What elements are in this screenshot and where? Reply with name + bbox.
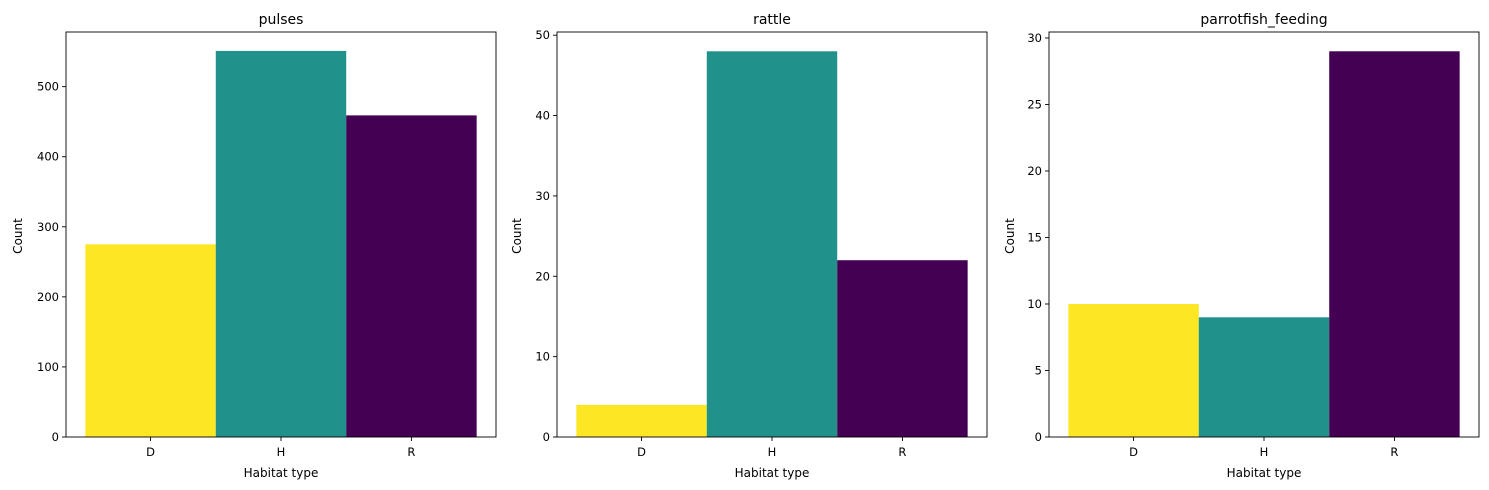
panel-pulses: pulses Count Habitat type D H R 0 100 200 300 4… [11, 12, 497, 480]
bar-D [576, 404, 707, 437]
x-tick-label: H [277, 445, 286, 459]
x-tick-label: D [1129, 445, 1138, 459]
y-tick-label: 200 [37, 290, 59, 304]
bar-H [706, 51, 838, 438]
y-axis-label: Count [510, 218, 524, 254]
y-tick-label: 10 [535, 350, 550, 364]
x-axis-label: Habitat type [1227, 466, 1302, 480]
x-axis-label: Habitat type [244, 466, 319, 480]
panel-rattle: rattle Count Habitat type D H R 0 10 20 30 40 50 [510, 12, 988, 480]
y-tick-label: 30 [1027, 31, 1042, 45]
plot-frame [65, 31, 497, 438]
y-tick-label: 500 [37, 80, 59, 94]
bar-D [85, 244, 216, 437]
y-tick-label: 0 [52, 430, 59, 444]
y-tick-label: 300 [37, 220, 59, 234]
bar-R [346, 115, 477, 437]
y-tick-label: 40 [535, 109, 550, 123]
y-tick-label: 25 [1027, 97, 1042, 111]
x-tick-label: H [768, 445, 777, 459]
y-tick-label: 0 [543, 430, 550, 444]
y-tick-label: 10 [1027, 297, 1042, 311]
bar-R [1329, 51, 1460, 438]
chart-title: pulses [259, 12, 304, 28]
x-tick-label: R [898, 445, 906, 459]
x-tick-label: R [407, 445, 415, 459]
y-axis-label: Count [1003, 218, 1017, 254]
y-tick-label: 20 [1027, 164, 1042, 178]
chart-title: rattle [753, 12, 791, 28]
x-tick-label: H [1260, 445, 1269, 459]
y-tick-label: 30 [535, 189, 550, 203]
plot-frame [556, 31, 988, 438]
y-axis-label: Count [11, 218, 25, 254]
bar-D [1068, 303, 1199, 437]
y-tick-label: 5 [1035, 363, 1042, 377]
x-axis-label: Habitat type [735, 466, 810, 480]
chart-title: parrotfish_feeding [1200, 12, 1327, 28]
y-tick-label: 0 [1035, 430, 1042, 444]
x-tick-label: D [637, 445, 646, 459]
y-tick-label: 100 [37, 360, 59, 374]
bar-H [1198, 317, 1330, 437]
plot-frame [1048, 31, 1480, 438]
x-tick-label: R [1390, 445, 1398, 459]
y-tick-label: 15 [1027, 230, 1042, 244]
panel-parrotfish-feeding: parrotfish_feeding Count Habitat type D H… [1003, 12, 1480, 480]
y-tick-label: 400 [37, 150, 59, 164]
bar-H [215, 50, 347, 437]
bar-R [837, 260, 968, 437]
y-tick-label: 20 [535, 269, 550, 283]
y-tick-label: 50 [535, 28, 550, 42]
x-tick-label: D [146, 445, 155, 459]
